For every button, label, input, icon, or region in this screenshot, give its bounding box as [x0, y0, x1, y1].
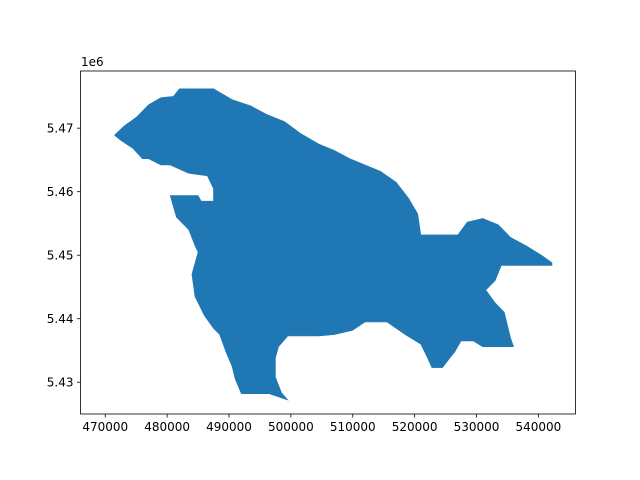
x-tick-label: 500000 — [268, 420, 314, 434]
x-tick-label: 540000 — [515, 420, 561, 434]
y-tick-label: 5.44 — [47, 312, 74, 326]
axes-frame — [80, 70, 576, 415]
y-tick-label: 5.47 — [47, 122, 74, 136]
y-tick-label: 5.46 — [47, 185, 74, 199]
x-tick-label: 510000 — [330, 420, 376, 434]
plot-area — [114, 88, 553, 401]
y-tick-label: 5.45 — [47, 249, 74, 263]
y-axis: 5.43 5.44 5.45 5.46 5.47 — [47, 122, 81, 390]
x-tick-label: 490000 — [206, 420, 252, 434]
y-axis-offset-label: 1e6 — [81, 55, 104, 69]
x-tick-label: 530000 — [454, 420, 500, 434]
x-tick-label: 520000 — [392, 420, 438, 434]
region-polygon — [114, 88, 553, 401]
y-tick-label: 5.43 — [47, 376, 74, 390]
x-tick-label: 470000 — [82, 420, 128, 434]
x-tick-label: 480000 — [144, 420, 190, 434]
x-axis: 470000 480000 490000 500000 510000 520000 5300… — [82, 414, 561, 434]
